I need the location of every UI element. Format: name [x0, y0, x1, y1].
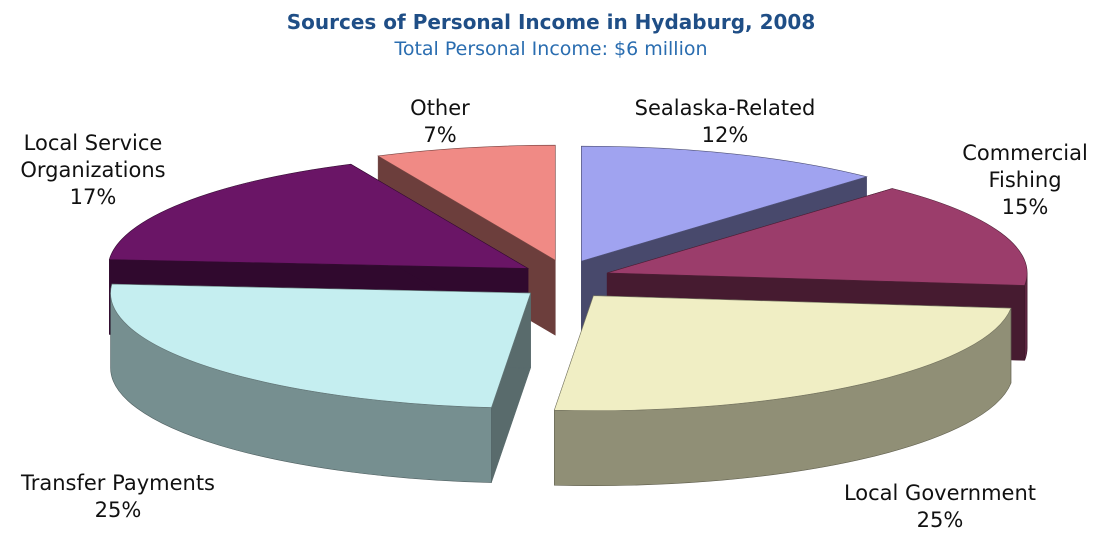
slice-wall	[1024, 272, 1028, 361]
slice	[110, 283, 531, 408]
chart-title: Sources of Personal Income in Hydaburg, …	[286, 10, 816, 34]
category-label: Local Government	[843, 481, 1037, 505]
value-label: 25%	[94, 498, 142, 522]
slice	[108, 163, 530, 269]
category-label: Commercial Fishing	[962, 141, 1088, 192]
value-label: 7%	[423, 123, 457, 147]
slice	[607, 188, 1028, 286]
slice-label: Transfer Payments 25%	[0, 470, 238, 524]
value-label: 15%	[1001, 195, 1049, 219]
slice-label: Other 7%	[390, 95, 490, 149]
category-label: Sealaska-Related	[634, 96, 816, 120]
category-label: Transfer Payments	[21, 471, 215, 495]
category-label: Local Service Organizations	[20, 131, 166, 182]
slice-label: Sealaska-Related 12%	[615, 95, 835, 149]
slice	[581, 145, 868, 262]
slice	[553, 295, 1012, 411]
value-label: 25%	[916, 508, 964, 532]
slice	[377, 144, 556, 261]
category-label: Other	[410, 96, 470, 120]
slice-label: Local Government 25%	[810, 480, 1070, 534]
slice-label: Local Service Organizations 17%	[3, 130, 183, 211]
value-label: 17%	[69, 185, 117, 209]
slice-label: Commercial Fishing 15%	[950, 140, 1100, 221]
chart-subtitle: Total Personal Income: $6 million	[394, 38, 708, 60]
value-label: 12%	[701, 123, 749, 147]
